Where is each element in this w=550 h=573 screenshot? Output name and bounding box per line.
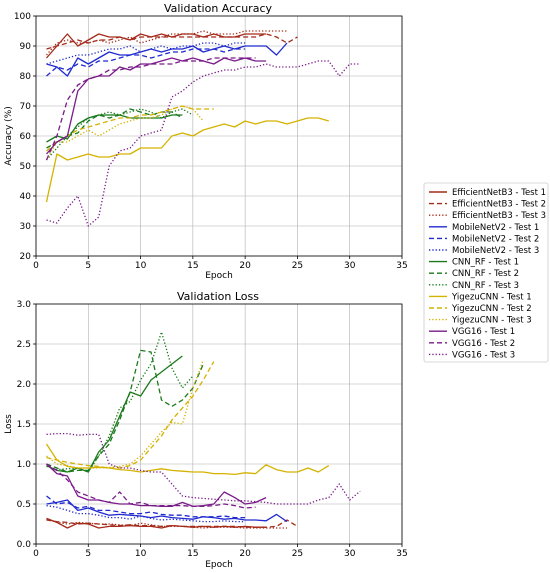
accuracy-chart-ylabel: Accuracy (%) [4,106,14,166]
y-tick-label: 2.5 [17,340,31,350]
series-line [46,57,267,155]
series-line [45,105,204,161]
x-tick-label: 20 [239,261,251,271]
y-tick-label: 60 [20,132,32,142]
series-line [46,108,194,161]
x-tick-label: 35 [396,261,407,271]
accuracy-chart-series [45,30,361,227]
loss-chart: Validation Loss 0 5 10 15 20 25 30 35 0.0 0.5 1.0 1… [4,290,408,570]
accuracy-chart-ticks: 0 5 10 15 20 25 30 35 20 30 40 50 60 70 80 90 100 [14,12,408,271]
x-tick-label: 0 [33,549,39,559]
legend-label: EfficientNetB3 - Test 1 [452,188,546,198]
y-tick-label: 40 [20,192,32,202]
loss-chart-xlabel: Epoch [205,560,233,570]
series-line [46,30,287,56]
y-tick-label: 100 [14,12,31,22]
y-tick-label: 20 [20,252,32,262]
series-line [46,495,246,519]
series-line [45,117,329,203]
legend-label: CNN_RF - Test 1 [452,258,519,268]
legend-label: YigezuCNN - Test 2 [451,304,532,314]
legend-label: MobileNetV2 - Test 2 [452,234,539,244]
legend-label: MobileNetV2 - Test 3 [452,246,539,256]
legend-frame [423,182,549,363]
series-line [46,33,298,50]
x-tick-label: 25 [292,549,303,559]
loss-chart-ylabel: Loss [4,414,14,434]
series-line [46,48,246,77]
y-tick-label: 3.0 [17,300,32,310]
series-line [46,504,246,523]
x-tick-label: 10 [135,549,147,559]
y-tick-label: 80 [20,72,32,82]
y-tick-label: 1.5 [17,420,31,430]
x-tick-label: 30 [344,549,356,559]
y-tick-label: 0.5 [17,500,31,510]
y-tick-label: 70 [20,102,32,112]
x-tick-label: 5 [85,549,91,559]
y-tick-label: 30 [20,222,32,232]
series-line [46,499,288,523]
x-tick-label: 35 [396,549,407,559]
legend-label: EfficientNetB3 - Test 2 [452,200,546,210]
legend-label: VGG16 - Test 3 [452,350,515,360]
series-line [46,42,246,65]
legend-label: YigezuCNN - Test 1 [451,292,532,302]
y-tick-label: 2.0 [17,380,32,390]
x-tick-label: 25 [292,261,303,271]
legend-label: MobileNetV2 - Test 1 [452,223,539,233]
loss-chart-series [45,331,361,529]
x-tick-label: 15 [187,261,198,271]
series-line [46,331,194,473]
y-tick-label: 0.0 [17,540,32,550]
accuracy-chart-title: Validation Accuracy [164,2,273,15]
legend-items: EfficientNetB3 - Test 1 EfficientNetB3 - … [429,188,546,360]
legend-label: VGG16 - Test 2 [452,339,515,349]
legend-label: EfficientNetB3 - Test 3 [452,211,546,221]
accuracy-chart-xlabel: Epoch [205,271,233,281]
x-tick-label: 10 [135,261,147,271]
x-tick-label: 20 [239,549,251,559]
legend-label: YigezuCNN - Test 3 [451,316,532,326]
series-line [46,432,361,505]
series-line [46,349,204,473]
x-tick-label: 0 [33,261,39,271]
legend-label: CNN_RF - Test 2 [452,269,519,279]
legend: EfficientNetB3 - Test 1 EfficientNetB3 - … [423,182,549,363]
loss-chart-ticks: 0 5 10 15 20 25 30 35 0.0 0.5 1.0 1.5 2.0 2.5 3.0 [17,300,408,559]
loss-chart-title: Validation Loss [177,290,259,303]
legend-label: VGG16 - Test 1 [452,327,515,337]
series-line [46,361,215,469]
x-tick-label: 5 [85,261,91,271]
legend-label: CNN_RF - Test 3 [452,281,519,291]
series-line [46,42,288,77]
x-tick-label: 15 [187,549,198,559]
y-tick-label: 1.0 [17,460,32,470]
series-line [46,114,183,143]
y-tick-label: 50 [20,162,32,172]
x-tick-label: 30 [344,261,356,271]
series-line [46,105,214,152]
series-line [46,519,298,528]
y-tick-label: 90 [20,42,32,52]
accuracy-chart: Validation Accuracy 0 5 10 15 20 25 30 35 20 30 40… [4,2,408,281]
series-line [46,518,287,529]
